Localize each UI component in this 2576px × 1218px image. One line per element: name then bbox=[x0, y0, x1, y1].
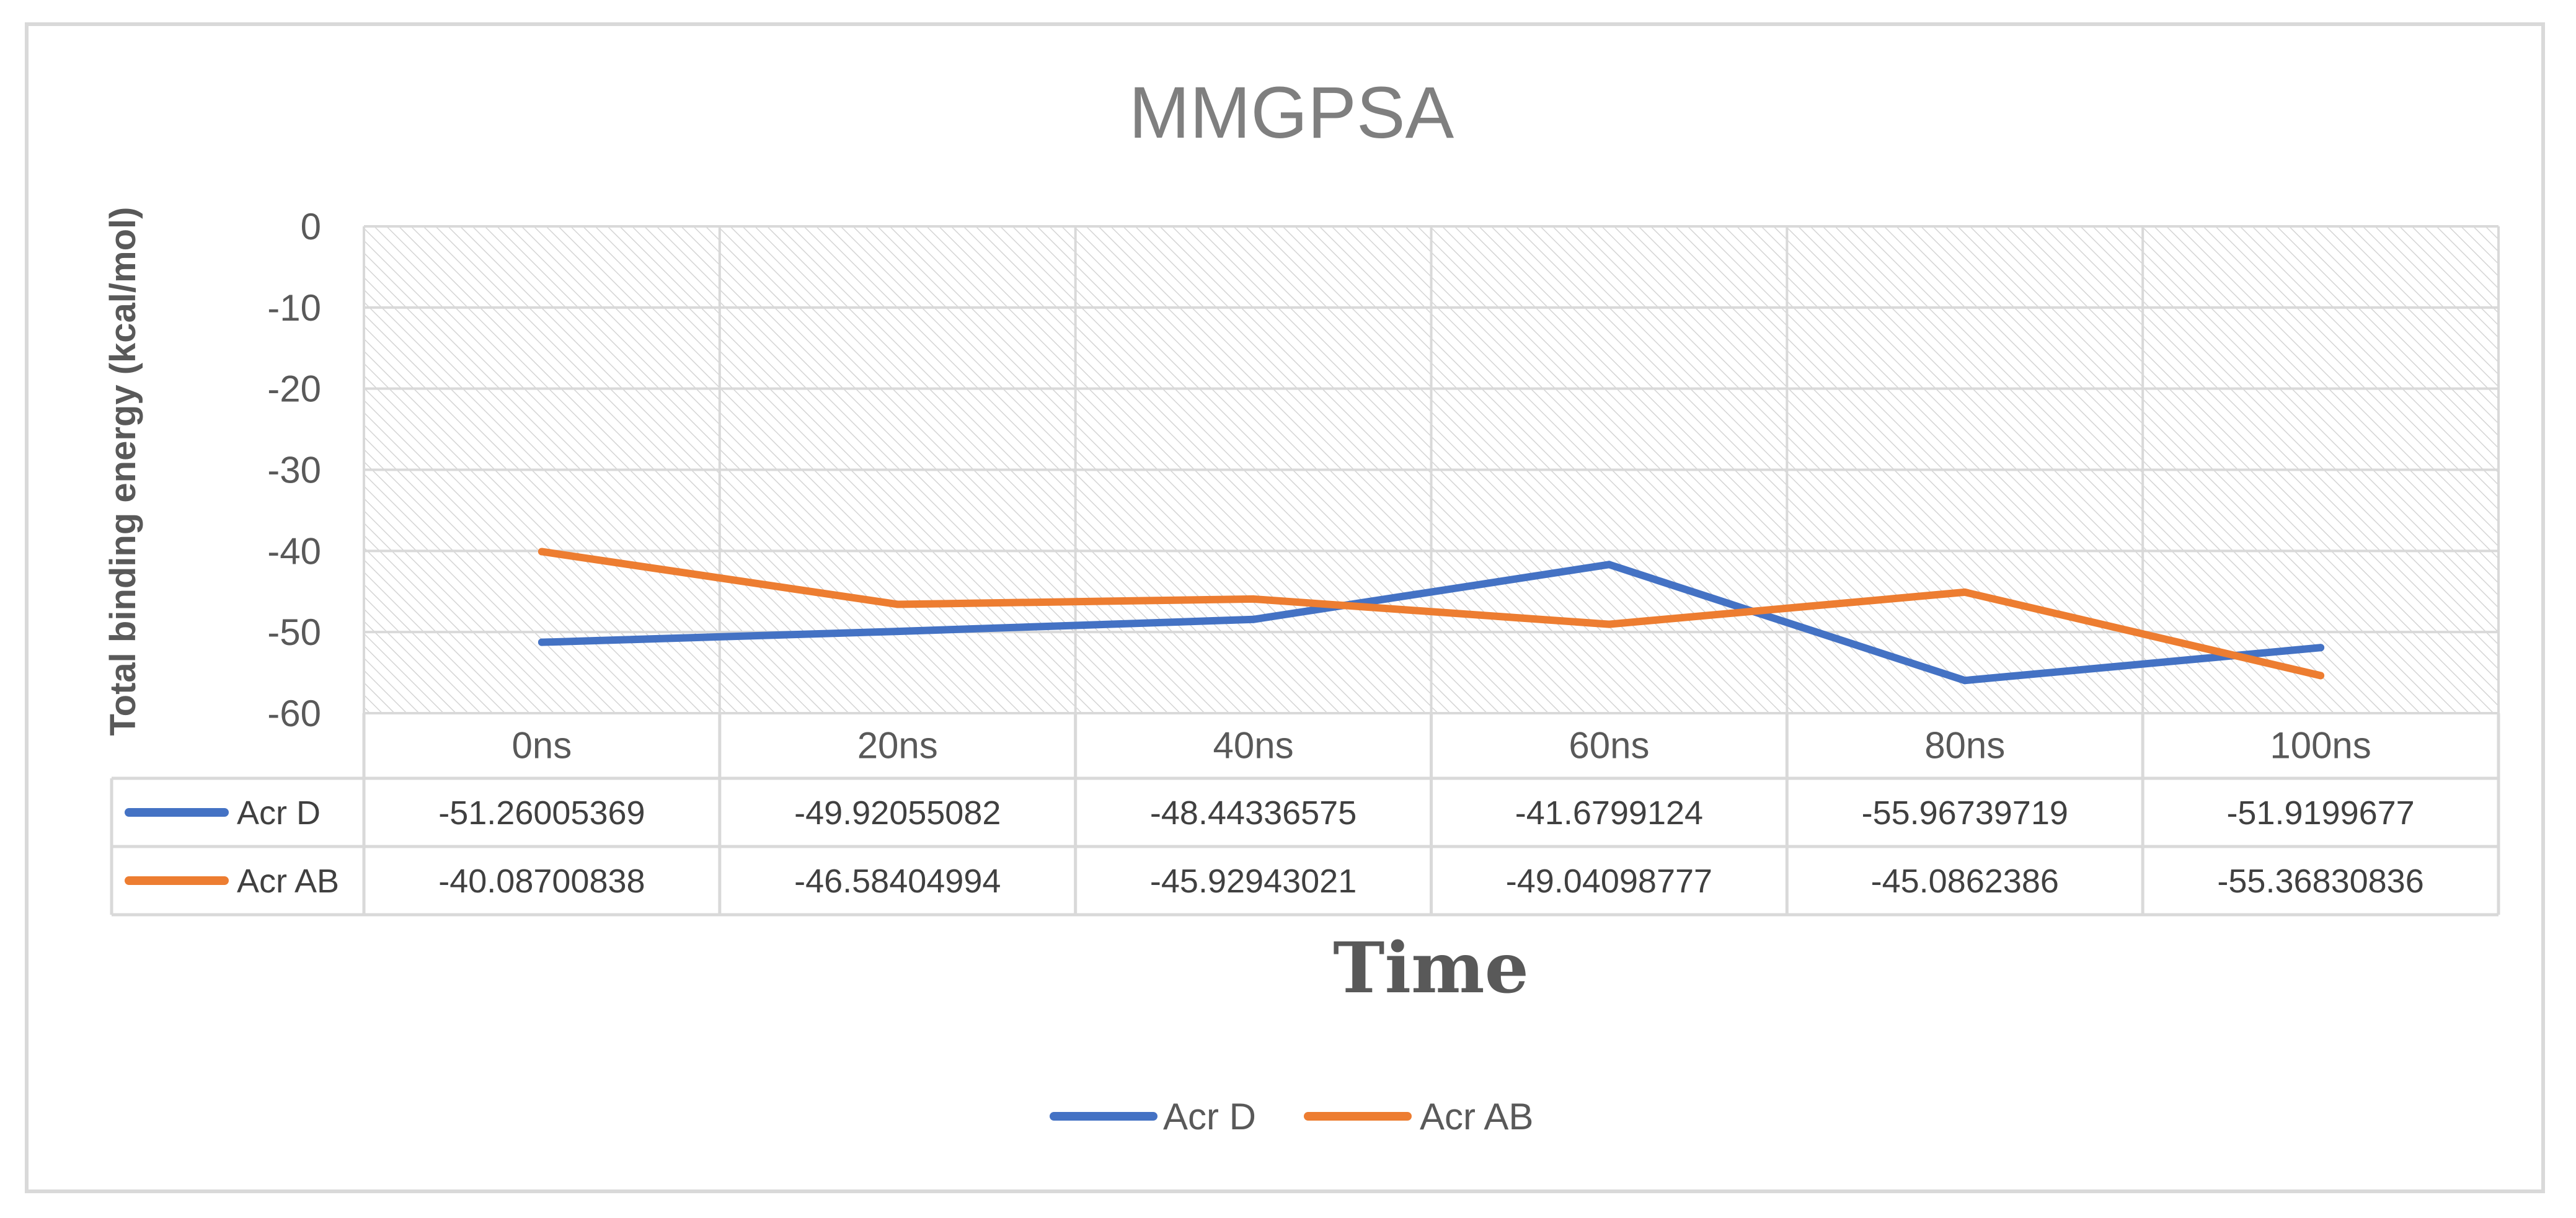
data-point bbox=[1249, 595, 1257, 603]
table-series-name: Acr AB bbox=[237, 863, 339, 900]
y-tick-label: -20 bbox=[267, 368, 321, 410]
table-series-name: Acr D bbox=[237, 794, 321, 832]
legend-label: Acr AB bbox=[1420, 1096, 1533, 1137]
x-tick-label: 40ns bbox=[1213, 725, 1294, 767]
x-axis-label: Time bbox=[1333, 928, 1529, 1009]
table-cell-value: -48.44336575 bbox=[1150, 794, 1357, 832]
chart-title: MMGPSA bbox=[1129, 72, 1454, 154]
table-cell-value: -51.9199677 bbox=[2226, 794, 2414, 832]
x-tick-label: 60ns bbox=[1569, 725, 1649, 767]
data-point bbox=[1605, 620, 1613, 628]
data-point bbox=[1249, 615, 1257, 623]
table-cell-value: -45.0862386 bbox=[1871, 863, 2059, 900]
x-tick-label: 100ns bbox=[2270, 725, 2371, 767]
y-axis-ticks: 0 -10 -20 -30 -40 -50 -60 bbox=[267, 206, 321, 734]
table-cell-value: -49.04098777 bbox=[1506, 863, 1712, 900]
y-tick-label: -10 bbox=[267, 287, 321, 329]
series-line bbox=[538, 561, 2325, 685]
series-line bbox=[538, 548, 2325, 680]
data-point bbox=[1961, 677, 1969, 685]
data-point bbox=[2317, 672, 2325, 680]
table-cell-value: -45.92943021 bbox=[1150, 863, 1357, 900]
data-table: 0ns 20ns 40ns 60ns 80ns 100ns Acr D -51.2600536… bbox=[110, 713, 2500, 917]
y-tick-label: 0 bbox=[301, 206, 321, 247]
series-lines bbox=[538, 548, 2325, 685]
data-point bbox=[1961, 588, 1969, 596]
x-tick-label: 80ns bbox=[1924, 725, 2005, 767]
data-point bbox=[2317, 644, 2325, 652]
table-cell-value: -40.08700838 bbox=[438, 863, 645, 900]
legend: Acr D Acr AB bbox=[1050, 1096, 1533, 1137]
table-cell-value: -49.92055082 bbox=[794, 794, 1001, 832]
data-point bbox=[1605, 561, 1613, 569]
table-cell-value: -55.36830836 bbox=[2217, 863, 2423, 900]
table-cell-value: -51.26005369 bbox=[438, 794, 645, 832]
data-point bbox=[893, 628, 901, 636]
y-tick-label: -30 bbox=[267, 450, 321, 491]
y-tick-label: -40 bbox=[267, 530, 321, 572]
y-axis-label: Total binding energy (kcal/mol) bbox=[103, 207, 143, 736]
data-point bbox=[538, 548, 546, 556]
y-tick-label: -60 bbox=[267, 693, 321, 734]
y-tick-label: -50 bbox=[267, 611, 321, 653]
data-point bbox=[538, 638, 546, 646]
x-tick-label: 20ns bbox=[857, 725, 938, 767]
x-tick-label: 0ns bbox=[512, 725, 572, 767]
table-cell-value: -41.6799124 bbox=[1515, 794, 1703, 832]
table-cell-value: -55.96739719 bbox=[1862, 794, 2068, 832]
legend-label: Acr D bbox=[1163, 1096, 1256, 1137]
data-point bbox=[893, 600, 901, 608]
table-cell-value: -46.58404994 bbox=[794, 863, 1001, 900]
